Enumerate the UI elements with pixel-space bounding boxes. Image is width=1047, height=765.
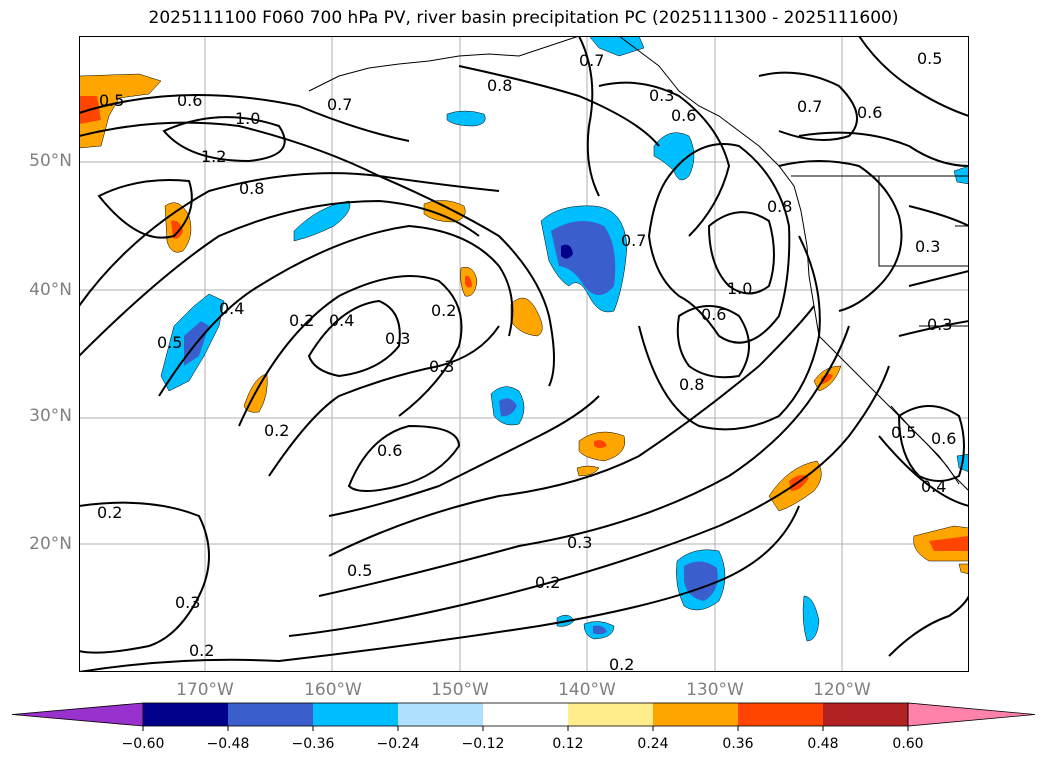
colorbar-cell [653, 703, 738, 726]
lon-label-130w: 130°W [686, 680, 744, 700]
contour-label: 0.2 [535, 573, 560, 592]
contour-label: 0.5 [99, 91, 124, 110]
map-frame [79, 36, 969, 672]
colorbar-cells [11, 702, 1036, 727]
colorbar-cell [313, 703, 398, 726]
contour-label: 0.2 [189, 641, 214, 660]
contour-label: 0.4 [219, 299, 244, 318]
colorbar-tick-label: 0.36 [722, 736, 753, 752]
lon-label-140w: 140°W [558, 680, 616, 700]
colorbar-tick-label: 0.24 [637, 736, 668, 752]
colorbar-tick-label: −0.12 [462, 736, 505, 752]
pv-contours [79, 36, 969, 672]
colorbar-cell [568, 703, 653, 726]
contour-label: 0.7 [621, 231, 646, 250]
contour-label: 0.8 [679, 375, 704, 394]
contour-label: 1.2 [201, 147, 226, 166]
contour-label: 0.3 [915, 237, 940, 256]
contour-label: 0.6 [177, 91, 202, 110]
contour-label: 0.4 [921, 477, 946, 496]
contour-label: 0.8 [487, 76, 512, 95]
contour-label: 0.3 [649, 86, 674, 105]
colorbar-cell [738, 703, 823, 726]
colorbar-tick-label: −0.24 [377, 736, 420, 752]
contour-label: 0.2 [431, 301, 456, 320]
contour-label: 1.0 [727, 279, 752, 298]
contour-label: 0.6 [857, 103, 882, 122]
colorbar-tick-label: −0.60 [122, 736, 165, 752]
contour-label: 0.6 [701, 305, 726, 324]
lat-label-30n: 30°N [29, 406, 72, 426]
colorbar-tick-label: −0.36 [292, 736, 335, 752]
contour-label: 0.8 [767, 197, 792, 216]
contour-label: 0.5 [347, 561, 372, 580]
precip-shading [79, 36, 969, 642]
contour-label: 0.7 [579, 51, 604, 70]
contour-label: 0.3 [429, 357, 454, 376]
colorbar-cell [228, 703, 313, 726]
contour-label: 0.3 [175, 593, 200, 612]
lon-label-170w: 170°W [176, 680, 234, 700]
colorbar-cell [143, 703, 228, 726]
colorbar-tick-label: 0.60 [892, 736, 923, 752]
colorbar-outline [142, 702, 909, 727]
map-panel: 0.5 0.6 0.7 0.8 0.7 0.5 0.3 0.6 0.7 0.6 … [79, 36, 969, 672]
contour-label: 0.5 [891, 423, 916, 442]
map-title: 2025111100 F060 700 hPa PV, river basin … [148, 8, 899, 28]
contour-label: 0.2 [609, 655, 634, 672]
contour-label: 0.2 [97, 503, 122, 522]
contour-label: 0.4 [329, 311, 354, 330]
colorbar-tick-label: 0.48 [807, 736, 838, 752]
colorbar-tick-label: −0.48 [207, 736, 250, 752]
contour-label: 0.8 [239, 179, 264, 198]
coastlines [308, 36, 969, 492]
colorbar: −0.60 −0.48 −0.36 −0.24 −0.12 0.12 0.24 0.36 0.4… [11, 702, 1036, 752]
contour-label: 0.6 [671, 106, 696, 125]
contour-label: 0.7 [327, 95, 352, 114]
lat-label-40n: 40°N [29, 280, 72, 300]
graticule [79, 36, 969, 672]
colorbar-tick-label: 0.12 [552, 736, 583, 752]
colorbar-cell [483, 703, 568, 726]
contour-label: 0.6 [931, 429, 956, 448]
lat-label-50n: 50°N [29, 151, 72, 171]
colorbar-ticks: −0.60 −0.48 −0.36 −0.24 −0.12 0.12 0.24 0.36 0.4… [122, 726, 924, 752]
colorbar-extend-low [11, 702, 144, 727]
lon-label-150w: 150°W [431, 680, 489, 700]
contour-label: 0.5 [917, 49, 942, 68]
lon-label-120w: 120°W [813, 680, 871, 700]
colorbar-cell [823, 703, 908, 726]
lon-label-160w: 160°W [304, 680, 362, 700]
contour-label: 0.6 [377, 441, 402, 460]
contour-label: 0.5 [157, 333, 182, 352]
contour-label: 0.3 [567, 533, 592, 552]
contour-label: 0.3 [385, 329, 410, 348]
contour-label: 1.0 [235, 109, 260, 128]
contour-label: 0.2 [289, 311, 314, 330]
colorbar-extend-high [907, 702, 1036, 727]
contour-label: 0.2 [264, 421, 289, 440]
contour-label: 0.3 [927, 315, 952, 334]
contour-label-group: 0.5 0.6 0.7 0.8 0.7 0.5 0.3 0.6 0.7 0.6 … [97, 49, 956, 672]
colorbar-cell [398, 703, 483, 726]
contour-label: 0.7 [797, 97, 822, 116]
lat-label-20n: 20°N [29, 534, 72, 554]
